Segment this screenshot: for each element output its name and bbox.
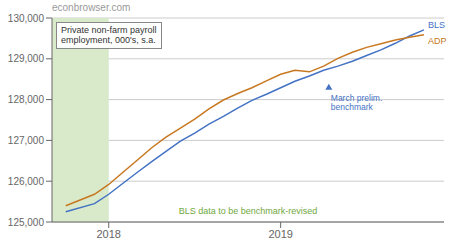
svg-text:129,000: 129,000	[8, 53, 44, 64]
svg-text:125,000: 125,000	[8, 217, 44, 228]
svg-text:2019: 2019	[268, 228, 292, 240]
html-text:econbrowser.com: econbrowser.com	[52, 2, 131, 13]
svg-text:130,000: 130,000	[8, 13, 44, 24]
html-text:Private non-farm payroll emplo: Private non-farm payroll employment, 000…	[61, 25, 157, 46]
svg-text:126,000: 126,000	[8, 176, 44, 187]
svg-text:128,000: 128,000	[8, 94, 44, 105]
svg-text:2018: 2018	[96, 228, 120, 240]
svg-text:BLS: BLS	[428, 20, 445, 30]
svg-text:127,000: 127,000	[8, 135, 44, 146]
html-text:BLS data to be benchmark-revis: BLS data to be benchmark-revised	[178, 206, 318, 216]
svg-text:March prelim.benchmark: March prelim.benchmark	[331, 93, 382, 112]
svg-text:ADP: ADP	[428, 36, 447, 46]
